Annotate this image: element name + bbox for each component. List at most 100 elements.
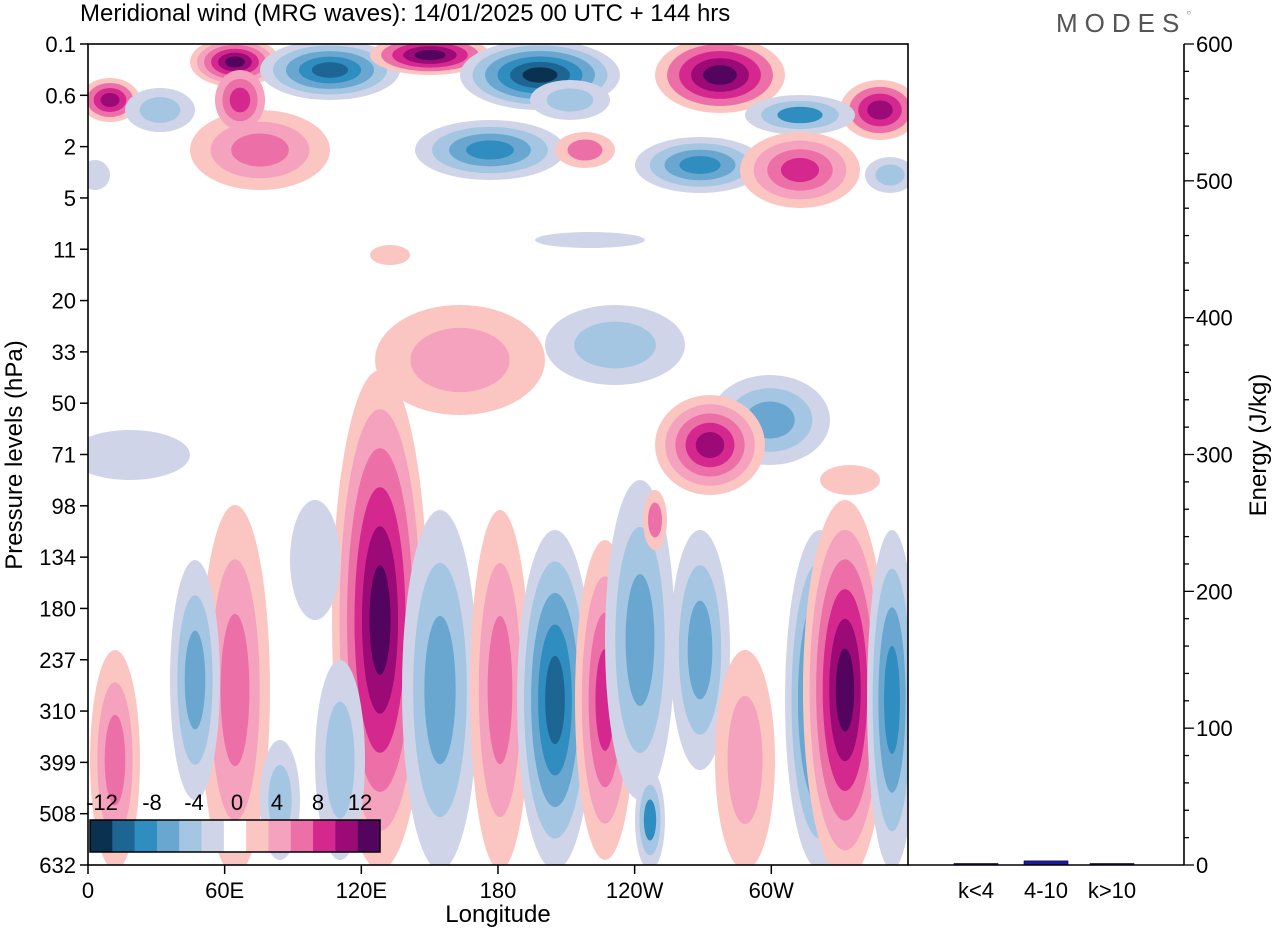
contour-region — [867, 100, 893, 120]
contour-region — [369, 565, 391, 675]
energy-category: 4-10 — [1024, 878, 1068, 903]
colorbar-swatch — [357, 820, 381, 852]
energy-tick-label: 100 — [1196, 716, 1233, 741]
energy-category-labels: k<4 4-10 k>10 — [958, 878, 1136, 903]
energy-tick-label: 300 — [1196, 443, 1233, 468]
contour-region — [884, 645, 900, 755]
colorbar-label: 4 — [271, 790, 283, 815]
contour-region — [139, 97, 181, 123]
energy-tick-label: 500 — [1196, 169, 1233, 194]
contour-region — [727, 695, 763, 825]
heatmap-panel: 0 60E 120E 180 120W 60W 0.1 0.6 2 5 11 20 33 50 71 98 1… — [1, 32, 909, 928]
colorbar-swatch — [201, 820, 225, 852]
x-tick-label: 0 — [82, 878, 94, 903]
y-tick-label: 50 — [52, 391, 76, 416]
contour-region — [88, 430, 190, 480]
contour-region — [522, 67, 558, 83]
y-tick-label: 632 — [39, 853, 76, 878]
contour-region — [424, 615, 456, 765]
y-tick-label: 399 — [39, 750, 76, 775]
contour-region — [311, 62, 349, 78]
y-axis-label: Pressure levels (hPa) — [1, 340, 28, 569]
y-tick-label: 0.1 — [45, 32, 76, 57]
y-tick-label: 134 — [39, 545, 76, 570]
contour-region — [625, 574, 655, 706]
contour-region — [229, 87, 251, 113]
contour-region — [687, 600, 713, 700]
energy-axis-ticks: 0 100 200 300 400 500 600 — [1184, 32, 1233, 878]
colorbar-label: 8 — [312, 790, 324, 815]
contour-region — [679, 156, 721, 174]
modes-logo: MODES○ — [1056, 8, 1192, 38]
contour-region — [225, 56, 245, 68]
colorbar-label: 0 — [231, 790, 243, 815]
contour-region — [370, 245, 410, 265]
contour-region — [875, 164, 905, 186]
contour-region — [487, 615, 513, 765]
y-tick-label: 71 — [52, 443, 76, 468]
colorbar-swatch — [134, 820, 158, 852]
colorbar-swatch — [335, 820, 359, 852]
colorbar-labels: -12 -8 -4 0 4 8 12 — [86, 790, 372, 815]
colorbar — [89, 819, 381, 853]
chart-title: Meridional wind (MRG waves): 14/01/2025 … — [80, 0, 731, 27]
contour-region — [220, 613, 250, 767]
energy-category: k>10 — [1088, 878, 1136, 903]
contour-region — [643, 799, 657, 841]
y-tick-label: 20 — [52, 289, 76, 314]
y-tick-label: 11 — [53, 237, 76, 262]
colorbar-label: -4 — [184, 790, 204, 815]
energy-panel: 0 100 200 300 400 500 600 k<4 4-10 k>10 Energy (… — [908, 32, 1272, 903]
energy-tick-label: 400 — [1196, 306, 1233, 331]
contour-region — [648, 502, 662, 538]
y-tick-label: 237 — [39, 648, 76, 673]
contour-region — [546, 88, 594, 112]
colorbar-swatch — [313, 820, 336, 852]
contour-region — [567, 139, 603, 161]
contour-region — [820, 465, 880, 495]
y-tick-label: 2 — [64, 135, 76, 160]
y-tick-label: 33 — [52, 340, 76, 365]
energy-tick-label: 0 — [1196, 853, 1208, 878]
contour-region — [268, 765, 292, 835]
colorbar-swatch — [246, 820, 269, 852]
colorbar-frame — [89, 819, 381, 853]
contour-region — [777, 106, 823, 124]
brand-text: MODES — [1056, 8, 1187, 38]
contour-region — [466, 140, 514, 160]
colorbar-swatch — [268, 820, 292, 852]
contour-region — [695, 432, 725, 458]
y-tick-label: 5 — [64, 186, 76, 211]
colorbar-swatch — [223, 820, 247, 852]
contour-region — [100, 93, 120, 107]
colorbar-swatch — [112, 820, 136, 852]
contour-region — [88, 160, 110, 190]
contour-region — [535, 232, 645, 248]
x-tick-label: 120W — [606, 878, 664, 903]
x-tick-label: 180 — [480, 878, 517, 903]
contour-region — [290, 500, 340, 620]
x-axis-label: Longitude — [445, 901, 550, 928]
contour-region — [545, 655, 565, 745]
energy-tick-label: 200 — [1196, 579, 1233, 604]
x-tick-label: 120E — [336, 878, 387, 903]
colorbar-label: -8 — [142, 790, 162, 815]
colorbar-swatch — [90, 820, 113, 852]
x-tick-label: 60E — [205, 878, 244, 903]
y-tick-label: 98 — [52, 494, 76, 519]
contour-region — [410, 327, 510, 393]
colorbar-swatch — [290, 820, 314, 852]
contour-region — [703, 65, 737, 85]
contour-region — [104, 714, 126, 806]
contour-region — [325, 701, 355, 819]
colorbar-label: 12 — [348, 790, 372, 815]
energy-tick-label: 600 — [1196, 32, 1233, 57]
contour-region — [184, 630, 206, 730]
contour-region — [231, 133, 289, 167]
contour-region — [780, 157, 820, 183]
y-tick-label: 310 — [39, 699, 76, 724]
colorbar-swatch — [179, 820, 203, 852]
colorbar-label: -12 — [86, 790, 118, 815]
y-axis-ticks: 0.1 0.6 2 5 11 20 33 50 71 98 134 180 237 310 399 508 63… — [39, 32, 88, 878]
